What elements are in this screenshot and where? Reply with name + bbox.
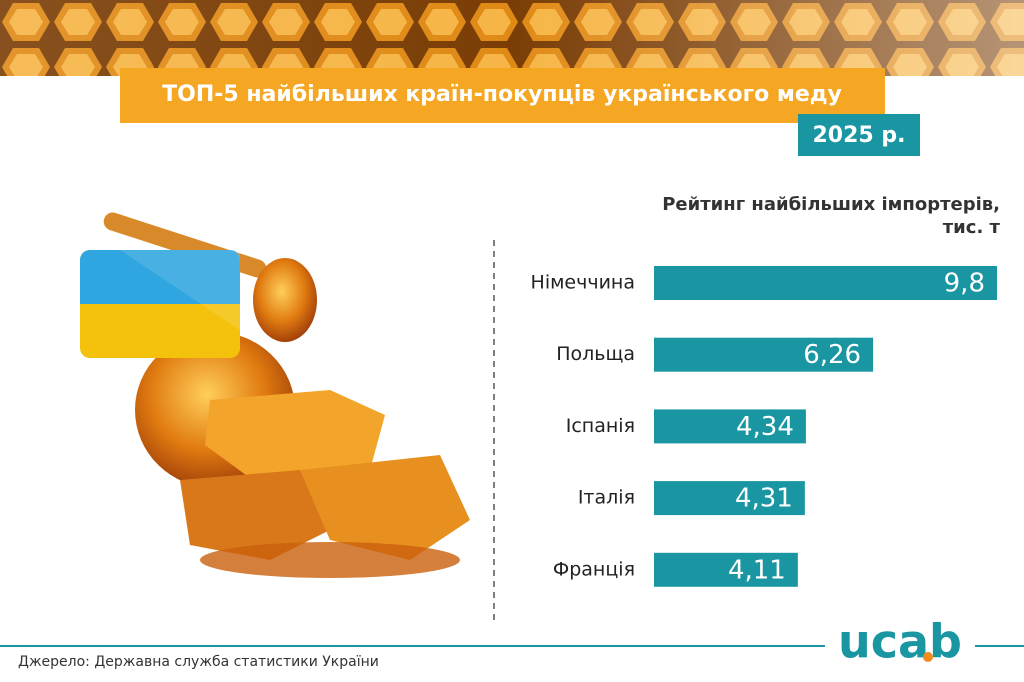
logo-backdrop xyxy=(825,620,975,670)
bar xyxy=(654,337,874,372)
source: Джерело: Державна служба статистики Укра… xyxy=(18,654,379,670)
bar xyxy=(654,409,806,444)
bar xyxy=(654,552,798,587)
category-label: Польща xyxy=(556,343,635,365)
year-label: 2025 р. xyxy=(813,123,906,148)
banner-fade xyxy=(0,0,1024,76)
year-box xyxy=(798,114,920,156)
category-label: Іспанія xyxy=(566,415,635,437)
value-label: 6,26 xyxy=(803,340,861,370)
value-label: 4,11 xyxy=(728,555,786,585)
subtitle: Рейтинг найбільших імпортерів, xyxy=(662,194,1000,215)
ukraine-flag xyxy=(80,250,240,358)
subtitle: тис. т xyxy=(943,217,1001,238)
value-label: 9,8 xyxy=(944,269,985,299)
title-box xyxy=(120,68,885,123)
category-label: Франція xyxy=(553,558,635,580)
logo-dot xyxy=(923,652,933,662)
category-label: Німеччина xyxy=(531,272,635,294)
logo: ucab xyxy=(838,615,962,669)
bar xyxy=(654,266,997,300)
chart-title: ТОП-5 найбільших країн-покупців українсь… xyxy=(162,82,842,107)
value-label: 4,31 xyxy=(735,484,793,514)
category-label: Італія xyxy=(578,487,635,509)
value-label: 4,34 xyxy=(736,412,794,442)
bar xyxy=(654,481,805,516)
